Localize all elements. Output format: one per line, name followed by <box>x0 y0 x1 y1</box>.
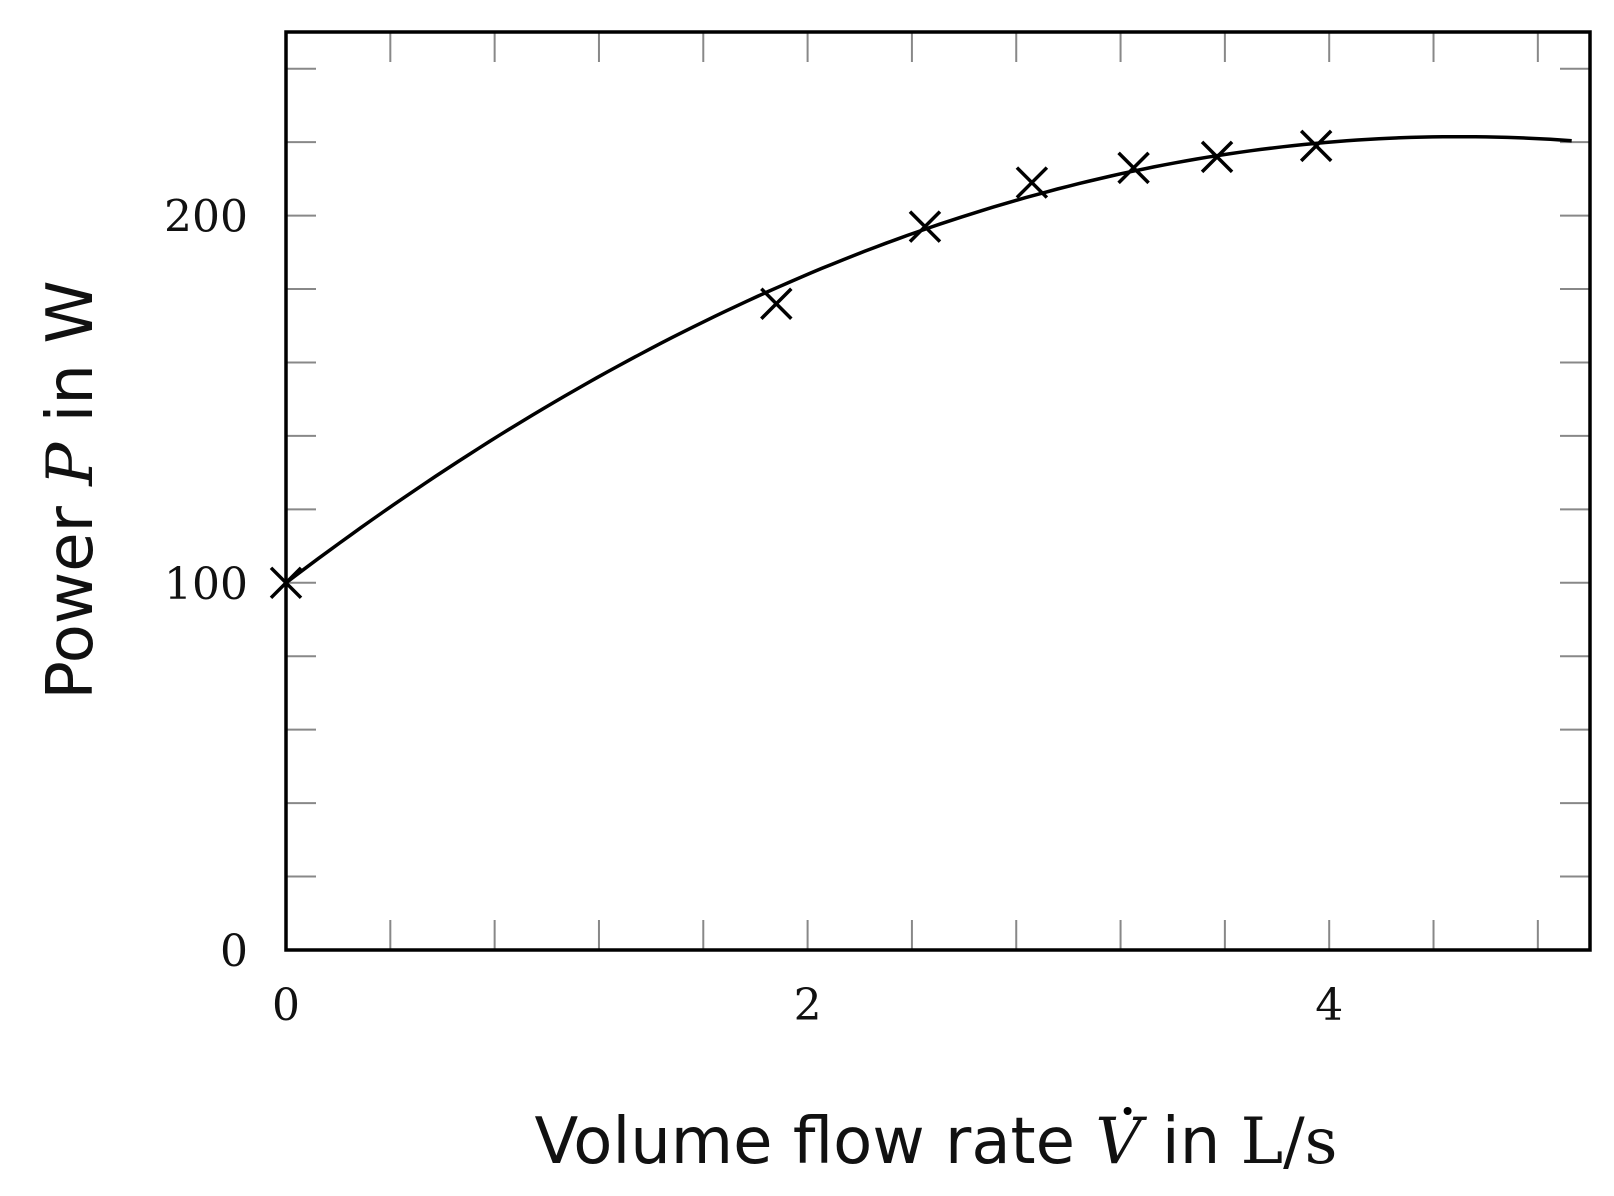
x-tick-label: 2 <box>794 980 822 1031</box>
x-tick-label: 4 <box>1315 980 1343 1031</box>
data-markers <box>269 129 1333 600</box>
minor-ticks <box>286 32 1590 950</box>
fit-curve <box>284 134 1572 585</box>
y-axis-label: Power P in W <box>34 280 108 699</box>
tick-labels: 0 2 4 0 100 200 <box>164 192 1343 1031</box>
x-symbol-dot <box>1123 1107 1132 1115</box>
y-tick-label: 200 <box>164 192 248 243</box>
x-tick-label: 0 <box>272 980 300 1031</box>
data-point-marker <box>908 210 942 243</box>
data-point-marker <box>1117 151 1150 185</box>
y-tick-label: 0 <box>220 926 248 977</box>
data-point-marker <box>1015 166 1049 199</box>
y-tick-label: 100 <box>164 559 248 610</box>
data-point-marker <box>1200 140 1234 174</box>
plot-frame <box>284 30 1592 952</box>
x-axis-label: Volume flow rate V in L/s <box>534 1105 1337 1179</box>
data-point-marker <box>1299 129 1333 163</box>
data-point-marker <box>760 287 793 320</box>
x-axis-symbol: V <box>1095 1105 1147 1179</box>
y-axis-symbol: P <box>34 442 108 487</box>
